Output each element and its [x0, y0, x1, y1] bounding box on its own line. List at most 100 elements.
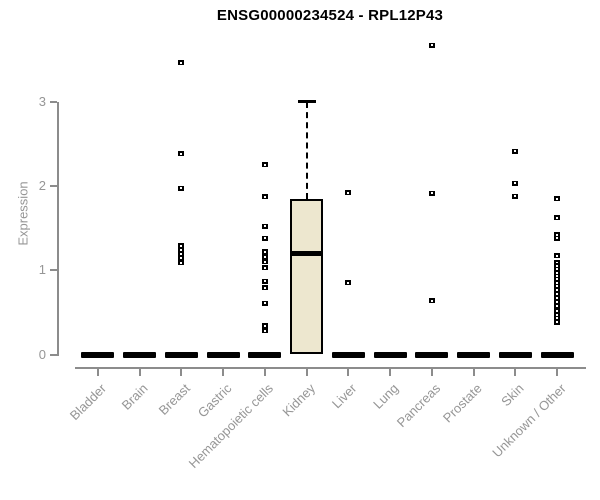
- outlier-point: [178, 243, 185, 249]
- y-axis-tick-label: 3: [38, 93, 46, 109]
- outlier-point: [428, 298, 435, 304]
- outlier-point: [261, 259, 268, 265]
- outlier-point: [261, 328, 268, 334]
- boxplot-collapsed-box: [457, 351, 491, 358]
- y-axis-tick: [50, 100, 57, 103]
- outlier-point: [178, 151, 185, 157]
- x-axis-line: [75, 367, 586, 369]
- outlier-point: [345, 190, 352, 196]
- y-axis-tick-label: 2: [38, 177, 46, 193]
- x-axis-category-label: Breast: [155, 380, 193, 418]
- outlier-point: [178, 60, 185, 66]
- outlier-point: [428, 190, 435, 196]
- x-axis-tick: [347, 369, 350, 376]
- outlier-point: [554, 299, 561, 305]
- outlier-point: [554, 319, 561, 325]
- x-axis-category-label: Skin: [498, 380, 527, 410]
- outlier-point: [178, 251, 185, 257]
- outlier-point: [261, 223, 268, 229]
- outlier-point: [512, 193, 519, 199]
- x-axis-tick: [138, 369, 141, 376]
- boxplot-collapsed-box: [164, 351, 198, 358]
- outlier-point: [554, 315, 561, 321]
- outlier-point: [554, 263, 561, 269]
- outlier-point: [428, 42, 435, 48]
- boxplot-collapsed-box: [248, 351, 282, 358]
- outlier-point: [554, 287, 561, 293]
- boxplot-upper-whisker: [305, 101, 308, 199]
- y-axis-line: [57, 101, 59, 357]
- x-axis-tick: [263, 369, 266, 376]
- outlier-point: [178, 260, 185, 266]
- outlier-point: [512, 148, 519, 154]
- outlier-point: [554, 196, 561, 202]
- x-axis-category-label: Lung: [370, 380, 402, 412]
- x-axis-category-label: Prostate: [440, 380, 485, 426]
- outlier-point: [512, 180, 519, 186]
- outlier-point: [554, 270, 561, 276]
- y-axis-tick: [50, 184, 57, 187]
- x-axis-tick: [514, 369, 517, 376]
- outlier-point: [178, 185, 185, 191]
- outlier-point: [554, 291, 561, 297]
- outlier-point: [261, 254, 268, 260]
- outlier-point: [345, 280, 352, 286]
- boxplot-collapsed-box: [123, 351, 157, 358]
- y-axis-label: Expression: [15, 181, 31, 246]
- outlier-point: [554, 232, 561, 238]
- outlier-point: [554, 280, 561, 286]
- outlier-point: [554, 253, 561, 259]
- outlier-point: [178, 255, 185, 261]
- x-axis-tick: [430, 369, 433, 376]
- outlier-point: [554, 283, 561, 289]
- boxplot-collapsed-box: [331, 351, 365, 358]
- x-axis-tick: [389, 369, 392, 376]
- outlier-point: [554, 312, 561, 318]
- outlier-point: [261, 300, 268, 306]
- outlier-point: [554, 235, 561, 241]
- x-axis-category-label: Pancreas: [393, 380, 444, 431]
- y-axis-tick: [50, 353, 57, 356]
- outlier-point: [261, 278, 268, 284]
- x-axis-tick: [180, 369, 183, 376]
- outlier-point: [554, 260, 561, 266]
- outlier-point: [261, 194, 268, 200]
- boxplot-collapsed-box: [498, 351, 532, 358]
- x-axis-category-label: Brain: [118, 380, 151, 413]
- boxplot-collapsed-box: [206, 351, 240, 358]
- x-axis-category-label: Bladder: [66, 380, 110, 423]
- outlier-point: [261, 249, 268, 255]
- outlier-point: [261, 265, 268, 271]
- x-axis-tick: [222, 369, 225, 376]
- y-axis-tick-label: 1: [38, 262, 46, 278]
- x-axis-tick: [96, 369, 99, 376]
- boxplot-median-line: [290, 250, 324, 256]
- x-axis-tick: [556, 369, 559, 376]
- boxplot-collapsed-box: [415, 351, 449, 358]
- outlier-point: [554, 303, 561, 309]
- outlier-point: [554, 295, 561, 301]
- outlier-point: [554, 276, 561, 282]
- x-axis-tick: [305, 369, 308, 376]
- chart-title: ENSG00000234524 - RPL12P43: [216, 7, 444, 24]
- outlier-point: [554, 308, 561, 314]
- x-axis-category-label: Kidney: [279, 380, 318, 420]
- boxplot-collapsed-box: [540, 351, 574, 358]
- outlier-point: [554, 266, 561, 272]
- x-axis-category-label: Unknown / Other: [488, 380, 569, 461]
- outlier-point: [261, 235, 268, 241]
- outlier-point: [178, 247, 185, 253]
- boxplot-whisker-cap: [297, 100, 316, 104]
- y-axis-tick: [50, 269, 57, 272]
- outlier-point: [554, 215, 561, 221]
- y-axis-tick-label: 0: [38, 346, 46, 362]
- outlier-point: [261, 323, 268, 329]
- x-axis-category-label: Liver: [329, 380, 360, 412]
- boxplot-box: [290, 198, 324, 355]
- x-axis-tick: [472, 369, 475, 376]
- outlier-point: [554, 273, 561, 279]
- boxplot-collapsed-box: [373, 351, 407, 358]
- boxplot-collapsed-box: [81, 351, 115, 358]
- outlier-point: [261, 162, 268, 168]
